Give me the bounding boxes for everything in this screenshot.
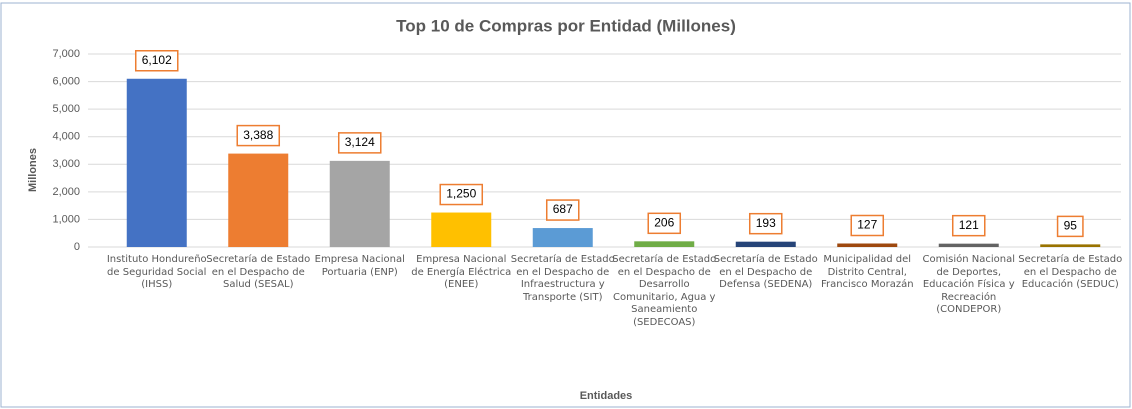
data-label: 3,388 [243,128,273,142]
data-label-group: 121 [951,214,986,237]
bar [837,243,898,247]
y-tick-label: 1,000 [52,213,80,225]
data-label: 1,250 [446,187,476,201]
y-tick-label: 4,000 [52,131,80,143]
bar [126,78,187,247]
x-tick-label-box: Empresa Nacional de Energía Eléctrica (E… [411,254,512,290]
data-label-group: 206 [647,212,682,235]
bar [938,243,999,247]
data-label-box [439,183,484,206]
bar [1040,244,1101,247]
bar [634,241,695,247]
data-label: 193 [756,216,776,230]
y-tick-label: 0 [74,241,80,253]
x-tick-label: Secretaría de Estado en el Despacho de I… [510,254,615,303]
data-label-box [647,212,682,235]
x-tick-label: Secretaría de Estado en el Despacho de E… [1018,254,1123,290]
x-tick-label: Empresa Nacional de Energía Eléctrica (E… [411,254,512,290]
x-tick-label-box: Secretaría de Estado en el Despacho de D… [612,254,717,328]
bar [329,160,390,247]
data-label-box [337,132,382,154]
x-tick-label: Empresa Nacional Portuaria (ENP) [314,254,405,278]
data-label: 6,102 [142,53,172,67]
data-label-group: 687 [545,199,580,221]
x-tick-label-box: Secretaría de Estado en el Despacho de E… [1018,254,1123,290]
data-label-box [951,214,986,237]
bar [735,241,796,247]
x-tick-label-box: Secretaría de Estado en el Despacho de S… [206,254,311,290]
x-tick-label: Comisión Nacional de Deportes, Educación… [922,254,1016,315]
x-tick-label-box: Secretaría de Estado en el Despacho de I… [510,254,615,303]
y-axis-label: Millones [27,148,39,192]
x-tick-label: Secretaría de Estado en el Despacho de D… [612,254,717,328]
x-tick-label-box: Municipalidad del Distrito Central, Fran… [820,254,914,290]
x-axis-label: Entidades [580,390,633,402]
data-label-box [134,50,179,72]
data-label-box [1056,215,1084,238]
bar [228,153,289,247]
x-tick-label-box: Empresa Nacional Portuaria (ENP) [314,254,405,278]
bar [532,228,593,247]
y-tick-label: 5,000 [52,103,80,115]
bar [431,212,492,247]
y-tick-label: 2,000 [52,186,80,198]
chart-title: Top 10 de Compras por Entidad (Millones) [396,16,736,35]
data-label-box [236,124,281,147]
data-label-box [545,199,580,221]
x-tick-label-box: Instituto Hondureño de Seguridad Social … [106,254,207,290]
data-label-group: 95 [1056,215,1084,238]
data-label-group: 193 [748,212,783,235]
x-tick-label: Municipalidad del Distrito Central, Fran… [820,254,914,290]
x-tick-label: Instituto Hondureño de Seguridad Social … [106,254,207,290]
x-tick-label-box: Comisión Nacional de Deportes, Educación… [922,254,1016,315]
x-tick-label: Secretaría de Estado en el Despacho de D… [713,254,818,290]
x-tick-label-box: Secretaría de Estado en el Despacho de D… [713,254,818,290]
y-tick-label: 6,000 [52,75,80,87]
data-label-group: 6,102 [134,50,179,72]
data-label-group: 1,250 [439,183,484,206]
x-tick-label: Secretaría de Estado en el Despacho de S… [206,254,311,290]
data-label-box [850,214,885,237]
data-label-group: 3,388 [236,124,281,147]
data-label-box [748,212,783,235]
data-label: 95 [1064,219,1078,233]
data-label-group: 3,124 [337,132,382,154]
y-tick-label: 7,000 [52,48,80,60]
data-label: 3,124 [345,135,375,149]
data-label: 206 [654,215,674,229]
data-label-group: 127 [850,214,885,237]
y-tick-label: 3,000 [52,158,80,170]
data-label: 121 [959,218,979,232]
data-label: 687 [553,202,573,216]
data-label: 127 [857,218,877,232]
